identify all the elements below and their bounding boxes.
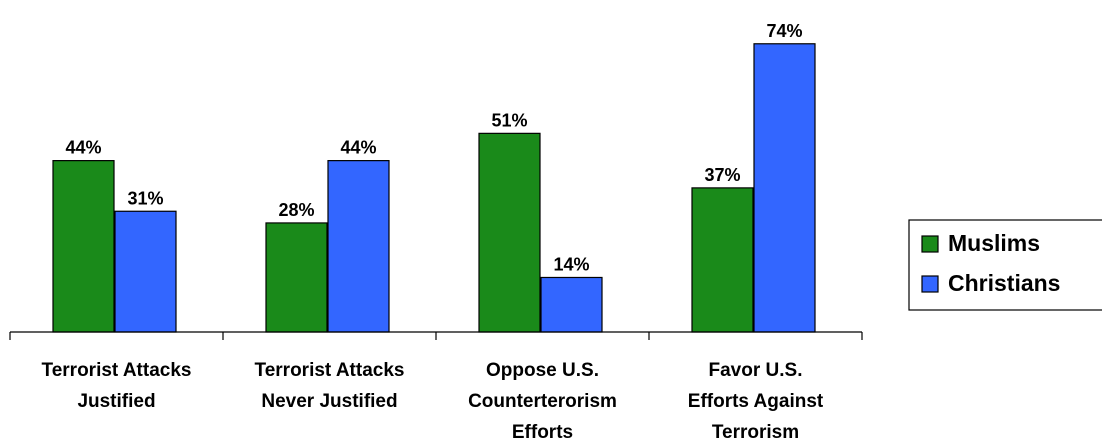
x-tick-label-2: Terrorist Attacks Never Justified xyxy=(255,360,405,412)
legend-box xyxy=(908,219,1102,311)
data-label-christians-4: 74% xyxy=(766,21,802,41)
bar-christians-3 xyxy=(540,276,603,333)
data-label-muslims-1: 44% xyxy=(65,138,101,158)
legend-label-christians: Christians xyxy=(948,270,1060,296)
bar-muslims-4 xyxy=(691,187,754,333)
bars-layer xyxy=(52,43,816,333)
data-label-christians-3: 14% xyxy=(553,254,589,274)
bar-christians-4 xyxy=(753,43,816,333)
x-tick-label-4: Favor U.S. Efforts Against Terrorism xyxy=(688,360,824,443)
data-label-christians-1: 31% xyxy=(127,188,163,208)
data-labels-layer: 44% 31% 28% 44% 51% 14% 37% 74% xyxy=(65,21,802,275)
data-label-muslims-3: 51% xyxy=(491,110,527,130)
x-tick-label-3: Oppose U.S. Counterterorism Efforts xyxy=(468,360,617,443)
data-label-muslims-2: 28% xyxy=(278,200,314,220)
x-tick-labels: Terrorist Attacks Justified Terrorist Atta… xyxy=(42,360,824,443)
bar-christians-2 xyxy=(327,160,390,333)
bar-muslims-3 xyxy=(478,132,541,333)
legend: Muslims Christians xyxy=(908,219,1102,311)
legend-label-muslims: Muslims xyxy=(948,230,1040,256)
bar-christians-1 xyxy=(114,210,177,333)
data-label-muslims-4: 37% xyxy=(704,165,740,185)
legend-swatch-muslims xyxy=(921,235,939,253)
x-tick-label-1: Terrorist Attacks Justified xyxy=(42,360,192,412)
x-axis xyxy=(9,331,863,340)
bar-muslims-2 xyxy=(265,222,328,333)
data-label-christians-2: 44% xyxy=(340,138,376,158)
legend-swatch-christians xyxy=(921,275,939,293)
bar-muslims-1 xyxy=(52,160,115,333)
